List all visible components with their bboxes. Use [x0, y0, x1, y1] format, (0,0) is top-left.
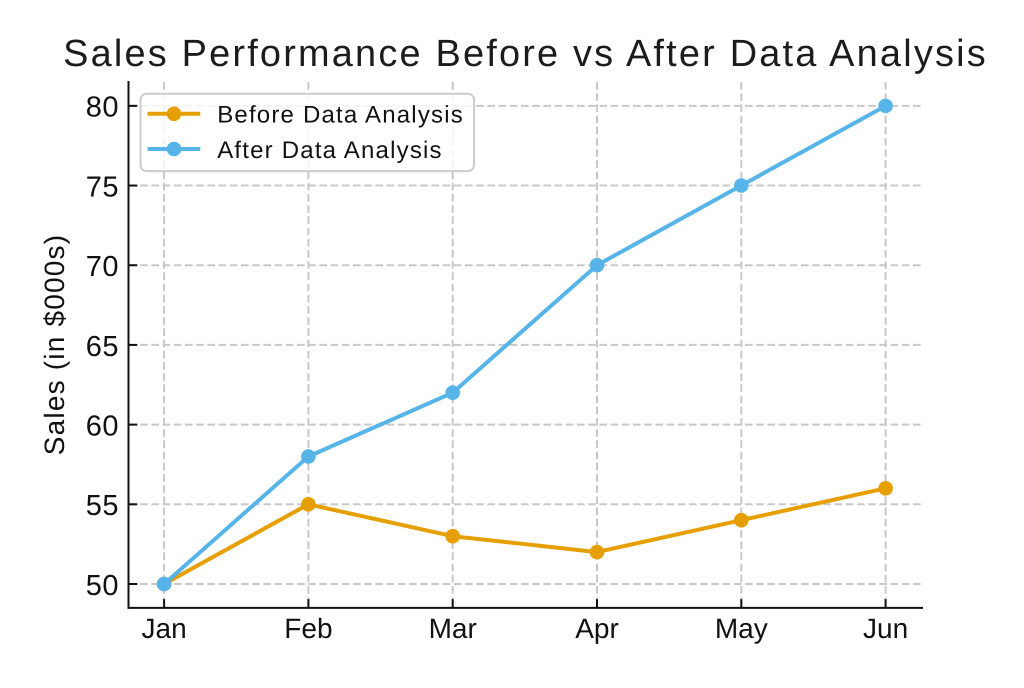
svg-text:65: 65: [86, 331, 119, 363]
svg-text:Jun: Jun: [863, 613, 908, 644]
svg-text:Before Data Analysis: Before Data Analysis: [217, 102, 464, 129]
svg-text:Apr: Apr: [575, 613, 619, 644]
svg-text:Feb: Feb: [284, 613, 332, 644]
svg-text:Sales Performance Before vs Af: Sales Performance Before vs After Data A…: [63, 33, 988, 75]
svg-text:55: 55: [86, 490, 119, 522]
svg-text:60: 60: [86, 411, 119, 443]
svg-text:50: 50: [86, 570, 119, 602]
svg-text:May: May: [715, 613, 768, 644]
svg-text:75: 75: [86, 171, 119, 203]
svg-text:80: 80: [86, 92, 119, 124]
svg-text:Jan: Jan: [142, 613, 187, 644]
svg-text:Mar: Mar: [429, 613, 477, 644]
svg-text:After Data Analysis: After Data Analysis: [217, 137, 443, 164]
svg-text:Sales (in $000s): Sales (in $000s): [39, 234, 70, 456]
svg-text:70: 70: [86, 251, 119, 283]
